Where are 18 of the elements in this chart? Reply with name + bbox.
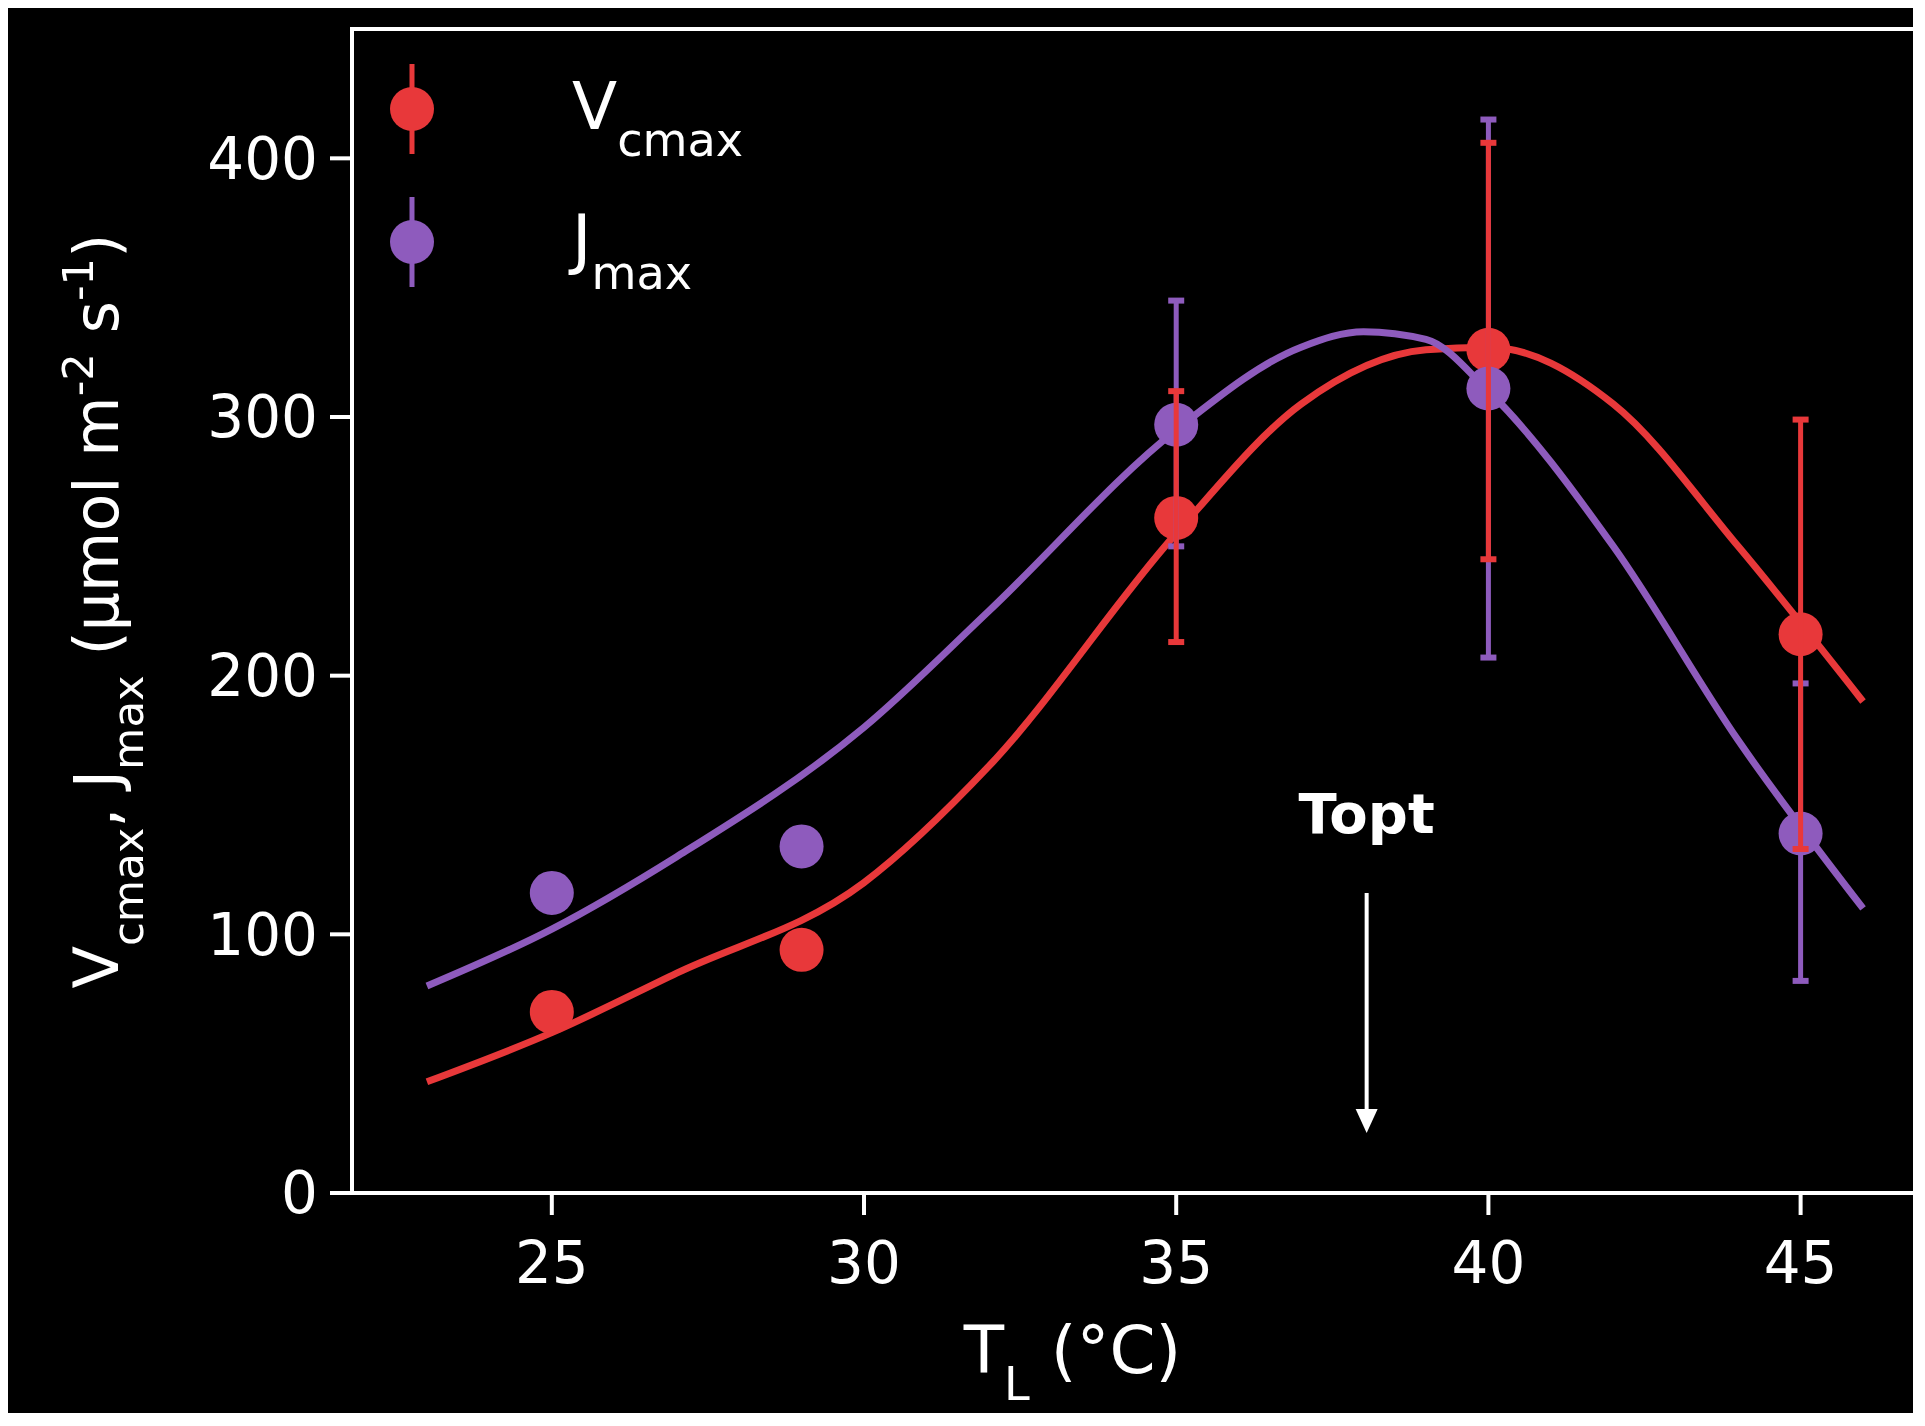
- point: [529, 870, 574, 915]
- point: [529, 989, 574, 1034]
- point: [779, 824, 824, 869]
- y-tick-label: 100: [207, 900, 318, 969]
- x-tick-label: 40: [1451, 1229, 1526, 1297]
- x-tick-label: 35: [1139, 1229, 1214, 1297]
- y-tick-label: 200: [207, 641, 318, 710]
- y-tick-label: 0: [281, 1159, 318, 1228]
- x-axis-title: T$_{L}$ (°C): [962, 1312, 1182, 1411]
- x-tick-label: 45: [1763, 1229, 1838, 1297]
- legend-label: V$_{cmax}$: [572, 68, 744, 167]
- annotation: Topt: [1298, 781, 1435, 846]
- y-tick-label: 400: [207, 124, 318, 193]
- x-tick-label: 30: [827, 1229, 901, 1297]
- y-tick-label: 300: [207, 383, 318, 452]
- legend-label: J$_{max}$: [568, 201, 693, 300]
- x-tick-label: 25: [514, 1229, 589, 1297]
- point: [779, 927, 824, 972]
